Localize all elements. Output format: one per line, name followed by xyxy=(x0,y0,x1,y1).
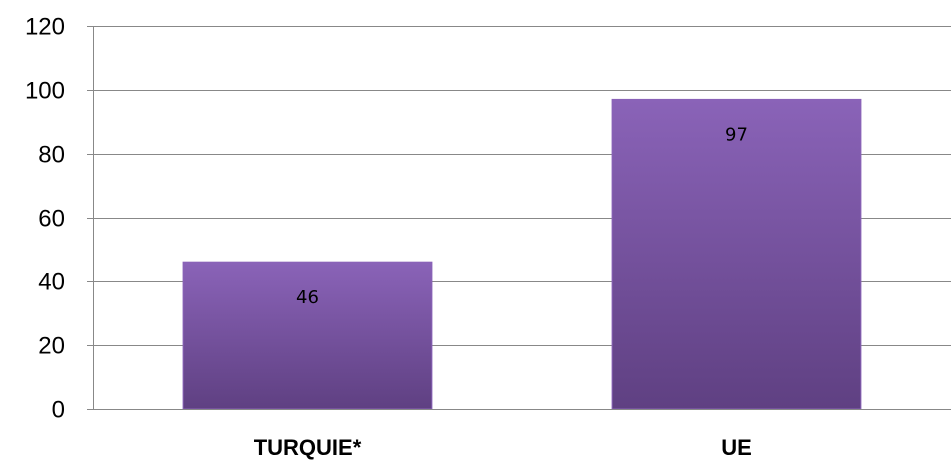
x-category-label: TURQUIE* xyxy=(254,435,362,460)
bars xyxy=(182,98,862,410)
y-tick-label: 60 xyxy=(38,206,65,233)
y-axis-tick-labels: 0 20 40 60 80 100 120 xyxy=(25,14,65,424)
bar-ue xyxy=(611,98,862,410)
data-labels: 46 97 xyxy=(296,124,748,308)
y-tick-label: 40 xyxy=(38,269,65,296)
axes xyxy=(87,26,951,410)
x-axis-category-labels: TURQUIE* UE xyxy=(254,435,752,460)
data-label: 97 xyxy=(725,124,748,145)
y-tick-label: 20 xyxy=(38,333,65,360)
y-tick-label: 100 xyxy=(25,78,65,105)
bar-highlight xyxy=(183,262,432,266)
y-tick-label: 0 xyxy=(52,397,65,424)
bar-turquie xyxy=(182,261,433,410)
x-category-label: UE xyxy=(721,435,752,460)
y-tick-label: 120 xyxy=(25,14,65,41)
bar-highlight xyxy=(612,99,861,103)
data-label: 46 xyxy=(296,287,319,308)
y-tick-label: 80 xyxy=(38,142,65,169)
